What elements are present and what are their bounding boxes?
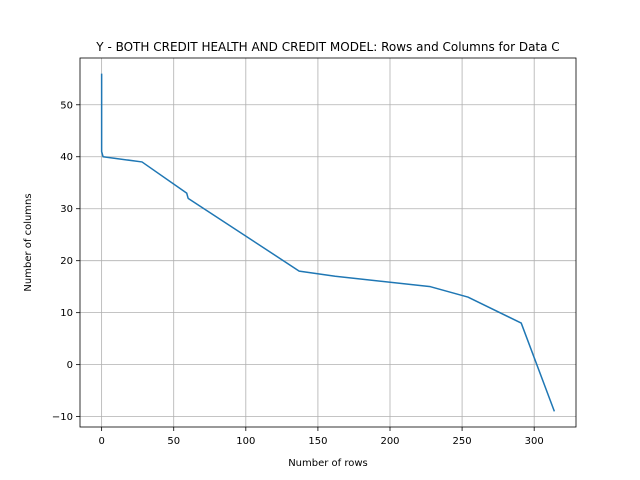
x-tick-label: 0 [98, 436, 104, 447]
x-tick-label: 100 [236, 436, 255, 447]
x-tick-label: 250 [453, 436, 472, 447]
y-tick-label: 50 [60, 100, 73, 111]
y-tick-label: 10 [60, 308, 73, 319]
grid-lines [80, 58, 576, 427]
chart-title: Y - BOTH CREDIT HEALTH AND CREDIT MODEL:… [95, 40, 559, 54]
x-tick-label: 200 [380, 436, 399, 447]
data-series [100, 73, 556, 412]
series-line [100, 73, 556, 412]
y-axis-label: Number of columns [23, 193, 34, 291]
x-tick-label: 300 [525, 436, 544, 447]
plot-area-frame [79, 57, 577, 428]
x-tick-label: 50 [167, 436, 180, 447]
y-tick-label: 20 [60, 256, 73, 267]
y-tick-label: 30 [60, 204, 73, 215]
y-tick-label: 40 [60, 152, 73, 163]
y-tick-label: 0 [67, 360, 73, 371]
y-tick-label: −10 [52, 412, 73, 423]
x-tick-label: 150 [308, 436, 327, 447]
axis-ticks: 0 50 100 150 200 250 300 −10 0 10 20 30 40 50 [52, 100, 544, 447]
x-axis-label: Number of rows [288, 458, 368, 469]
